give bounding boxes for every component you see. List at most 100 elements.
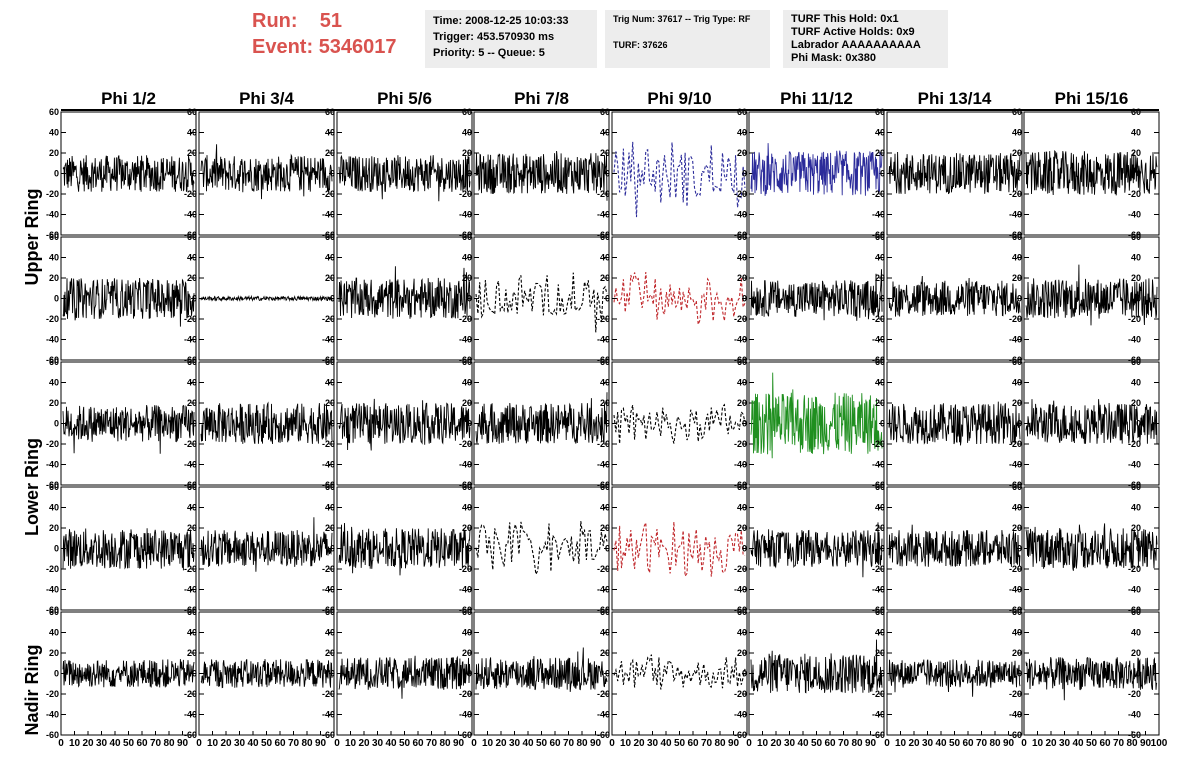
- y-tick-label: 40: [1012, 628, 1022, 638]
- y-tick-label: -40: [46, 210, 59, 220]
- x-tick-label: 40: [247, 738, 259, 749]
- waveform-panel: 60 40 20 0 -20 -40 -60: [734, 232, 885, 365]
- x-tick-label: 20: [1045, 738, 1057, 749]
- y-tick-label: 20: [325, 398, 335, 408]
- x-tick-label: 50: [123, 738, 135, 749]
- y-tick-label: 20: [325, 273, 335, 283]
- column-title: Phi 7/8: [514, 89, 569, 108]
- y-tick-label: -20: [1009, 439, 1022, 449]
- y-tick-label: 20: [1012, 648, 1022, 658]
- y-tick-label: -20: [1128, 689, 1141, 699]
- y-tick-label: -40: [184, 710, 197, 720]
- x-tick-label: 60: [549, 738, 561, 749]
- y-tick-label: 20: [737, 523, 747, 533]
- waveform-panel: 60 40 20 0 -20 -40 -60: [459, 232, 610, 365]
- y-tick-label: -40: [872, 210, 885, 220]
- y-tick-label: 40: [1131, 253, 1141, 263]
- y-tick-label: 0: [54, 419, 59, 429]
- y-tick-label: 0: [467, 169, 472, 179]
- y-tick-label: 20: [1131, 398, 1141, 408]
- y-tick-label: 20: [325, 648, 335, 658]
- waveform-trace: [613, 141, 746, 218]
- y-tick-label: 60: [325, 357, 335, 367]
- x-tick-label: 10: [345, 738, 357, 749]
- y-tick-label: -60: [184, 605, 197, 615]
- y-tick-label: -20: [734, 689, 747, 699]
- y-tick-label: 60: [325, 232, 335, 242]
- x-tick-label: 60: [136, 738, 148, 749]
- y-tick-label: 0: [1017, 669, 1022, 679]
- y-tick-label: 20: [875, 273, 885, 283]
- x-tick-label: 10: [69, 738, 81, 749]
- y-tick-label: -60: [734, 480, 747, 490]
- waveform-trace: [613, 654, 746, 690]
- column-title: Phi 11/12: [780, 89, 853, 108]
- y-tick-label: -20: [872, 564, 885, 574]
- y-tick-label: 60: [875, 607, 885, 617]
- event-value: 5346017: [318, 36, 397, 58]
- y-tick-label: -20: [459, 439, 472, 449]
- y-tick-label: 40: [1012, 378, 1022, 388]
- y-tick-label: 0: [330, 419, 335, 429]
- y-tick-label: 0: [192, 669, 197, 679]
- y-tick-label: 0: [192, 544, 197, 554]
- panel-frame: [611, 236, 748, 361]
- waveform-trace: [613, 521, 746, 578]
- y-tick-label: 40: [187, 128, 197, 138]
- y-tick-label: 60: [737, 607, 747, 617]
- y-tick-label: -20: [734, 314, 747, 324]
- y-tick-label: -60: [46, 230, 59, 240]
- y-tick-label: -60: [597, 605, 610, 615]
- y-tick-label: 60: [462, 107, 472, 117]
- y-tick-label: -20: [1009, 689, 1022, 699]
- y-tick-label: 20: [49, 398, 59, 408]
- waveform-panel: 60 40 20 0 -20 -40 -60: [872, 482, 1023, 615]
- waveform-trace: [1025, 150, 1158, 196]
- waveform-panel: 60 40 20 0 -20 -40 -60: [734, 357, 885, 490]
- y-tick-label: -60: [459, 730, 472, 740]
- y-tick-label: -20: [322, 314, 335, 324]
- x-tick-label: 50: [536, 738, 548, 749]
- y-tick-label: 0: [880, 419, 885, 429]
- y-tick-label: 40: [600, 128, 610, 138]
- y-tick-label: 0: [1136, 544, 1141, 554]
- x-tick-label: 0: [334, 738, 340, 749]
- y-tick-label: 20: [1131, 148, 1141, 158]
- waveform-trace: [62, 659, 195, 688]
- y-tick-label: 0: [742, 544, 747, 554]
- column-title: Phi 13/14: [918, 89, 992, 108]
- y-tick-label: 0: [330, 544, 335, 554]
- y-tick-label: 40: [1012, 253, 1022, 263]
- x-tick-label: 80: [989, 738, 1001, 749]
- x-tick-label: 80: [1126, 738, 1138, 749]
- y-tick-label: 20: [462, 148, 472, 158]
- y-tick-label: 20: [462, 648, 472, 658]
- waveform-trace: [200, 659, 333, 689]
- y-tick-label: -60: [597, 230, 610, 240]
- y-tick-label: 40: [737, 378, 747, 388]
- y-tick-label: -40: [872, 335, 885, 345]
- y-tick-label: 40: [1131, 378, 1141, 388]
- waveform-trace: [613, 403, 746, 444]
- y-tick-label: -40: [459, 210, 472, 220]
- y-tick-label: 20: [600, 398, 610, 408]
- y-tick-label: 20: [187, 273, 197, 283]
- x-tick-label: 10: [207, 738, 219, 749]
- waveform-trace: [62, 404, 195, 454]
- y-tick-label: 0: [330, 294, 335, 304]
- y-tick-label: 0: [1136, 419, 1141, 429]
- y-tick-label: -20: [459, 689, 472, 699]
- y-tick-label: -40: [184, 210, 197, 220]
- waveform-trace: [750, 143, 883, 196]
- y-tick-label: 0: [1136, 294, 1141, 304]
- x-tick-label: 90: [453, 738, 465, 749]
- trig-line: Trig Num: 37617 -- Trig Type: RF: [613, 14, 751, 24]
- y-tick-label: 0: [467, 669, 472, 679]
- x-tick-label: 30: [96, 738, 108, 749]
- y-tick-label: 40: [49, 503, 59, 513]
- y-tick-label: -40: [46, 585, 59, 595]
- y-tick-label: 40: [462, 503, 472, 513]
- y-tick-label: 40: [737, 128, 747, 138]
- y-tick-label: -40: [322, 460, 335, 470]
- waveform-panel: 60 40 20 0 -20 -40 -60: [184, 107, 335, 240]
